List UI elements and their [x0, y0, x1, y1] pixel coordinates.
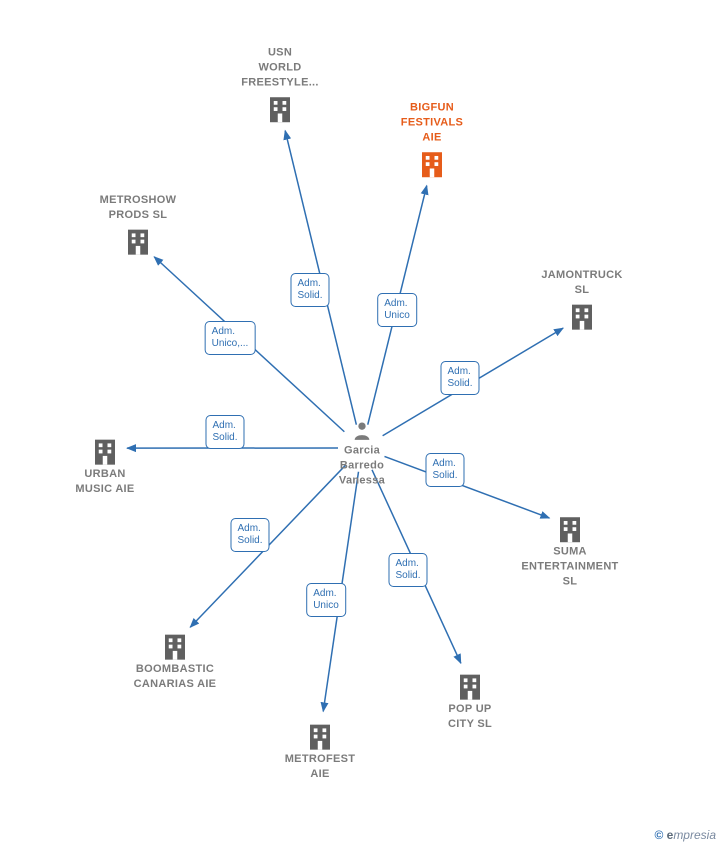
company-node[interactable]: METROSHOW PRODS SL [68, 193, 208, 257]
building-icon [160, 632, 190, 662]
company-node[interactable]: USN WORLD FREESTYLE... [210, 46, 350, 125]
company-node-label: SUMA ENTERTAINMENT SL [500, 545, 640, 590]
edge-label: Adm. Unico,... [205, 321, 256, 355]
edge-label: Adm. Solid. [290, 273, 329, 307]
company-node[interactable]: BIGFUN FESTIVALS AIE [362, 101, 502, 180]
company-node[interactable]: SUMA ENTERTAINMENT SL [500, 511, 640, 590]
company-node-label: POP UP CITY SL [400, 702, 540, 732]
edge-label: Adm. Solid. [205, 415, 244, 449]
center-node-person[interactable]: Garcia Barredo Vanessa [292, 420, 432, 489]
building-icon [417, 149, 447, 179]
company-node[interactable]: JAMONTRUCK SL [512, 268, 652, 332]
edge-label: Adm. Solid. [230, 518, 269, 552]
company-node-label: BIGFUN FESTIVALS AIE [362, 101, 502, 146]
building-icon [555, 515, 585, 545]
person-icon [351, 420, 373, 442]
building-icon [123, 227, 153, 257]
company-node-label: URBAN MUSIC AIE [35, 467, 175, 497]
edge-label: Adm. Solid. [388, 553, 427, 587]
brand-name: empresia [667, 828, 716, 842]
company-node[interactable]: METROFEST AIE [250, 718, 390, 782]
company-node-label: BOOMBASTIC CANARIAS AIE [105, 662, 245, 692]
company-node[interactable]: POP UP CITY SL [400, 668, 540, 732]
diagram-canvas: Garcia Barredo Vanessa USN WORLD FREESTYL… [0, 0, 728, 850]
building-icon [90, 437, 120, 467]
company-node[interactable]: URBAN MUSIC AIE [35, 433, 175, 497]
company-node-label: METROSHOW PRODS SL [68, 193, 208, 223]
edge-label: Adm. Solid. [440, 361, 479, 395]
edge-label: Adm. Unico [306, 583, 346, 617]
footer-attribution: © empresia [654, 828, 716, 842]
company-node-label: JAMONTRUCK SL [512, 268, 652, 298]
company-node-label: USN WORLD FREESTYLE... [210, 46, 350, 91]
copyright-symbol: © [654, 828, 663, 842]
edge-label: Adm. Solid. [425, 453, 464, 487]
building-icon [305, 722, 335, 752]
company-node[interactable]: BOOMBASTIC CANARIAS AIE [105, 628, 245, 692]
building-icon [265, 94, 295, 124]
center-node-label: Garcia Barredo Vanessa [292, 444, 432, 489]
building-icon [567, 302, 597, 332]
building-icon [455, 672, 485, 702]
edge-label: Adm. Unico [377, 293, 417, 327]
company-node-label: METROFEST AIE [250, 752, 390, 782]
